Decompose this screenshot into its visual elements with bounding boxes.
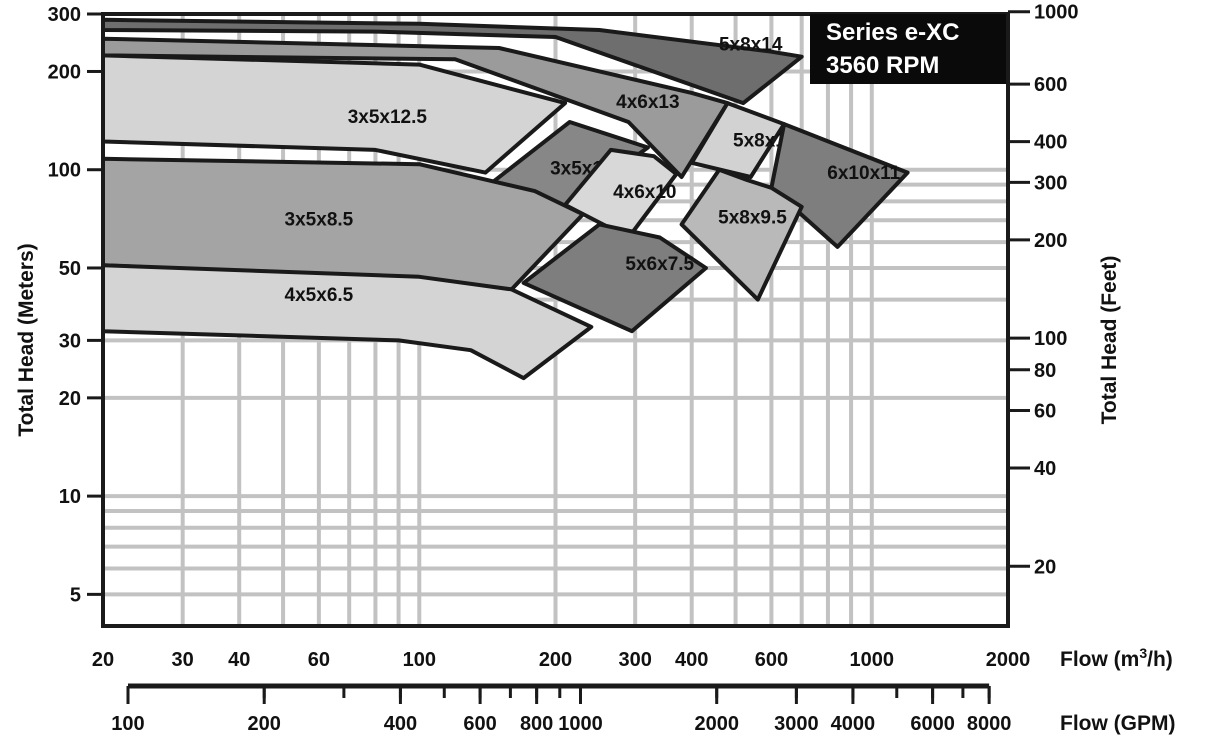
- curve-region-label: 4x5x6.5: [285, 285, 354, 306]
- x-tick-label: 2000: [986, 649, 1031, 671]
- y2-tick-label: 400: [1034, 132, 1067, 154]
- curve-region-label: 5x6x7.5: [625, 254, 694, 275]
- chart-title: Series e-XC: [826, 19, 959, 46]
- curve-region-label: 3x5x12.5: [348, 107, 428, 128]
- curve-region: [521, 222, 708, 334]
- y-tick-label: 10: [59, 486, 81, 508]
- y2-tick-label: 80: [1034, 360, 1056, 382]
- gpm-tick-label: 1000: [558, 713, 603, 735]
- left-y-axis: 5 10 20 30 50 100 200 300: [48, 4, 103, 606]
- y2-tick-label: 20: [1034, 556, 1056, 578]
- y-tick-label: 20: [59, 388, 81, 410]
- x-tick-label: 400: [675, 649, 708, 671]
- curve-region-label: 5x8x9.5: [718, 207, 787, 228]
- curve-regions: 5x8x144x6x133x5x12.53x5x114x6x105x8x126x…: [101, 17, 910, 381]
- y2-tick-label: 200: [1034, 230, 1067, 252]
- x-tick-label: 200: [539, 649, 572, 671]
- gpm-tick-label: 8000: [967, 713, 1012, 735]
- x-tick-label: 20: [92, 649, 114, 671]
- y-tick-label: 300: [48, 4, 81, 26]
- y-tick-label: 200: [48, 61, 81, 83]
- x-tick-label: 300: [618, 649, 651, 671]
- curve-region: [679, 167, 804, 302]
- gpm-tick-label: 200: [248, 713, 281, 735]
- plot-frame: [101, 12, 1010, 628]
- y-tick-label: 30: [59, 330, 81, 352]
- curve-region: [563, 147, 679, 240]
- gpm-tick-label: 3000: [774, 713, 819, 735]
- y2-tick-label: 100: [1034, 328, 1067, 350]
- curve-region-label: 6x10x11: [827, 163, 900, 184]
- x-tick-label: 1000: [850, 649, 895, 671]
- y-tick-label: 100: [48, 160, 81, 182]
- y2-tick-label: 1000: [1034, 2, 1079, 24]
- x2-axis-title: Flow (GPM): [1060, 712, 1175, 735]
- y-tick-label: 5: [70, 584, 81, 606]
- x-tick-label: 100: [403, 649, 436, 671]
- gpm-tick-label: 4000: [831, 713, 876, 735]
- y2-tick-label: 60: [1034, 401, 1056, 423]
- gpm-tick-label: 800: [520, 713, 553, 735]
- series-badge: Series e-XC 3560 RPM: [810, 14, 1006, 84]
- y2-tick-label: 300: [1034, 172, 1067, 194]
- gpm-tick-label: 6000: [910, 713, 955, 735]
- curve-region: [769, 122, 910, 249]
- y-tick-label: 50: [59, 258, 81, 280]
- bottom-x-axis: 20 30 40 60 100 200 300 400 600 1000 2000: [92, 649, 1030, 671]
- curve-region: [101, 36, 730, 179]
- curve-region: [101, 17, 804, 106]
- x-tick-label: 60: [308, 649, 330, 671]
- x-tick-label: 40: [228, 649, 250, 671]
- x-tick-label: 600: [755, 649, 788, 671]
- x-axis-title: Flow (m3/h): [1060, 645, 1173, 671]
- curve-region-label: 4x6x10: [613, 182, 676, 203]
- gpm-tick-label: 2000: [694, 713, 739, 735]
- y-axis-title: Total Head (Meters): [15, 243, 38, 436]
- y2-tick-label: 40: [1034, 458, 1056, 480]
- gpm-tick-label: 400: [384, 713, 417, 735]
- chart-subtitle: 3560 RPM: [826, 52, 939, 79]
- curve-region-label: 5x8x14: [719, 35, 783, 56]
- curve-region: [101, 263, 594, 381]
- curve-region: [689, 101, 787, 179]
- curve-region-label: 3x5x8.5: [285, 209, 354, 230]
- curve-region-label: 4x6x13: [616, 92, 679, 113]
- right-y-axis: 20 40 60 80 100 200 300 400 600 1000: [1008, 2, 1079, 578]
- y2-axis-title: Total Head (Feet): [1098, 256, 1121, 425]
- series-badge-background: [810, 14, 1006, 84]
- x-tick-label: 30: [172, 649, 194, 671]
- gpm-x-axis: 100 200 400 600 800 1000 2000 3000 4000 6000 8000: [111, 683, 1012, 735]
- gpm-tick-label: 100: [111, 713, 144, 735]
- gpm-tick-label: 600: [463, 713, 496, 735]
- y2-tick-label: 600: [1034, 74, 1067, 96]
